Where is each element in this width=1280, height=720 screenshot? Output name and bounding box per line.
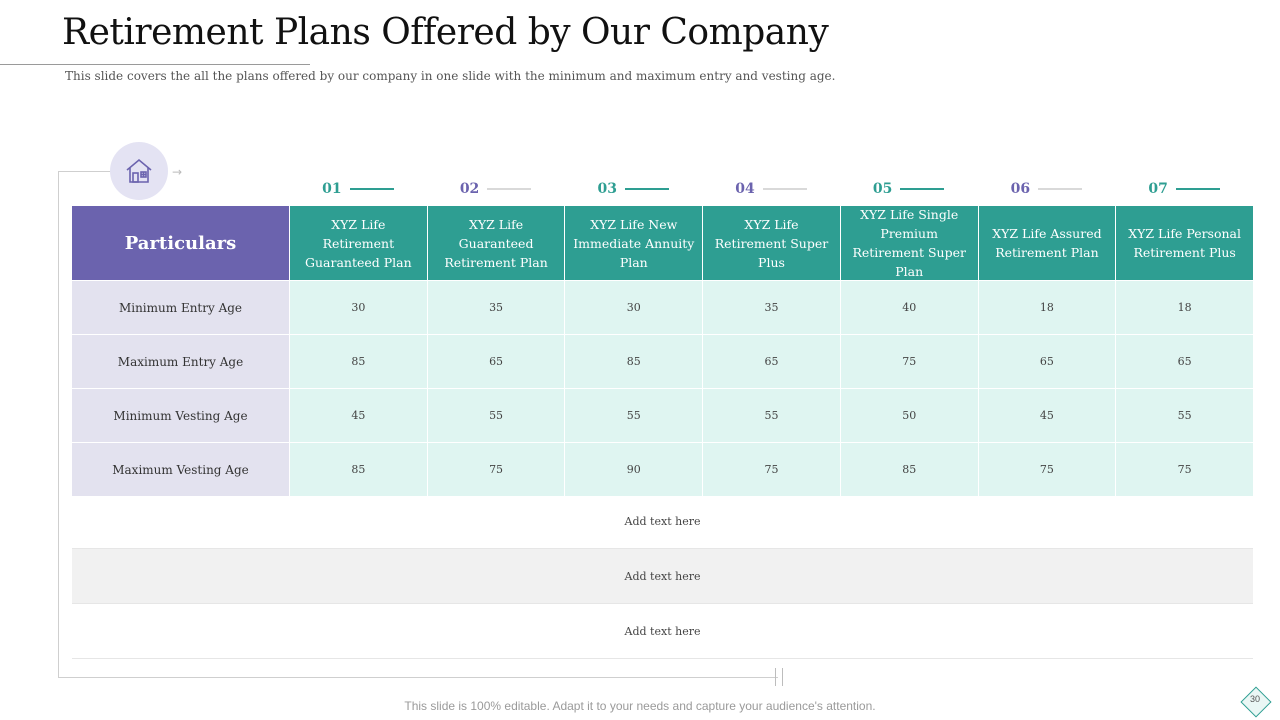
plan-header-2: XYZ Life Guaranteed Retirement Plan [426,206,565,280]
column-number-3: 03 [564,181,702,197]
add-text-row: Add text here [72,494,1253,549]
column-number-4: 04 [702,181,840,197]
table-cell: 55 [564,388,703,442]
table-cell: 55 [426,388,565,442]
table-cell: 75 [426,442,565,496]
house-icon-badge [110,142,168,200]
table-cell: 18 [977,280,1116,334]
table-cell: 18 [1115,280,1253,334]
frame-end-ticks [775,668,783,686]
row-label: Minimum Entry Age [72,280,289,334]
plan-header-6: XYZ Life Assured Retirement Plan [977,206,1116,280]
table-cell: 65 [1115,334,1253,388]
column-number-line [349,188,394,190]
table-cell: 35 [426,280,565,334]
column-number-7: 07 [1115,181,1253,197]
arrow-right-icon: → [172,165,183,179]
column-number-line [487,188,532,190]
column-number-label: 05 [872,181,893,197]
column-number-label: 03 [597,181,617,197]
column-number-label: 07 [1148,181,1168,197]
column-number-5: 05 [840,181,978,197]
table-cell: 65 [977,334,1116,388]
table-cell: 65 [702,334,840,388]
table-cell: 50 [839,388,978,442]
table-cell: 75 [977,442,1116,496]
plans-table: Particulars XYZ Life Retirement Guarantee… [72,206,1253,496]
column-number-2: 02 [427,181,565,197]
table-cell: 45 [289,388,427,442]
add-text-row: Add text here [72,604,1253,659]
column-number-1: 01 [289,181,427,197]
table-cell: 85 [564,334,703,388]
table-cell: 85 [289,334,427,388]
column-number-line [762,188,807,190]
column-number-label: 04 [735,181,755,197]
row-label: Maximum Vesting Age [72,442,289,496]
column-number-label: 01 [322,181,342,197]
house-icon [126,158,152,183]
frame-line-bottom [58,677,778,678]
column-number-6: 06 [978,181,1116,197]
table-cell: 30 [289,280,427,334]
particulars-header: Particulars [72,206,289,280]
column-number-row: 01 02 03 04 05 06 07 [289,181,1253,197]
column-number-line [1038,188,1083,190]
extra-text-rows: Add text here Add text here Add text here [72,494,1253,659]
plan-header-4: XYZ Life Retirement Super Plus [702,206,840,280]
column-number-label: 06 [1010,181,1031,197]
frame-line-top [58,171,110,172]
table-cell: 30 [564,280,703,334]
table-cell: 55 [702,388,840,442]
table-cell: 35 [702,280,840,334]
plan-header-5: XYZ Life Single Premium Retirement Super… [839,206,978,280]
row-label: Maximum Entry Age [72,334,289,388]
plan-header-3: XYZ Life New Immediate Annuity Plan [564,206,703,280]
plan-header-7: XYZ Life Personal Retirement Plus [1115,206,1253,280]
column-number-line [625,188,669,190]
page-number-badge: 30 [1240,686,1272,718]
table-cell: 85 [289,442,427,496]
title-rule [0,64,310,65]
table-cell: 75 [839,334,978,388]
frame-line-vertical [58,171,59,678]
slide-title: Retirement Plans Offered by Our Company [62,12,829,53]
table-cell: 65 [426,334,565,388]
slide-subtitle: This slide covers the all the plans offe… [65,69,836,83]
table-cell: 85 [839,442,978,496]
page-number: 30 [1249,694,1260,704]
column-number-line [1175,188,1220,190]
table-cell: 45 [977,388,1116,442]
table-cell: 55 [1115,388,1253,442]
column-number-line [900,188,945,190]
plan-header-1: XYZ Life Retirement Guaranteed Plan [289,206,427,280]
table-cell: 75 [1115,442,1253,496]
table-cell: 90 [564,442,703,496]
footer-note: This slide is 100% editable. Adapt it to… [404,699,876,713]
add-text-row: Add text here [72,549,1253,604]
row-label: Minimum Vesting Age [72,388,289,442]
table-cell: 40 [839,280,978,334]
column-number-label: 02 [459,181,480,197]
table-cell: 75 [702,442,840,496]
